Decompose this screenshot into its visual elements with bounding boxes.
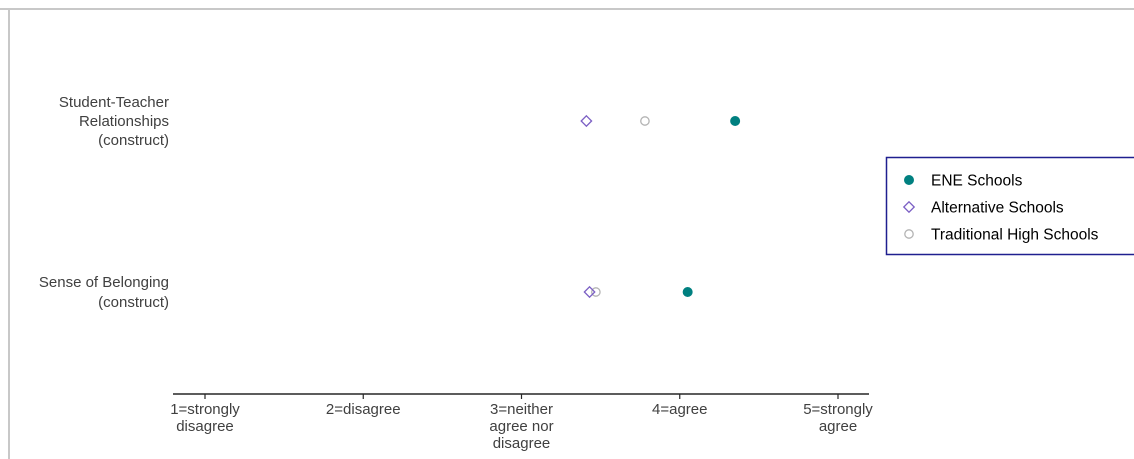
category-labels: Student-Teacher Relationships (construct) S… [39,94,169,311]
point-open-diamond [580,114,593,128]
point-open-diamond [583,285,596,299]
point-open-circle [591,287,601,297]
point-legend-open-circle [904,229,914,239]
category-label: Student-Teacher Relationships (construct) [59,94,169,149]
legend: ENE Schools Alternative Schools Traditiona… [885,156,1134,256]
x-tick-label: 4=agree [652,401,707,418]
legend-label: ENE Schools [931,173,1023,190]
legend-label: Traditional High Schools [931,227,1099,244]
point-legend-open-diamond [902,200,916,214]
point-open-circle [640,116,650,126]
data-points [580,114,741,299]
x-tick-label: 5=strongly agree [803,401,873,435]
legend-label: Alternative Schools [931,200,1064,217]
x-axis: 1=strongly disagree 2=disagree 3=neither agr… [170,393,873,452]
x-tick-label: 3=neither agree nor disagree [489,401,553,452]
point-legend-filled-circle [904,175,914,185]
point-filled-circle [730,116,741,126]
frame-border [0,8,1134,459]
point-filled-circle [682,287,693,297]
legend-box [885,156,1134,256]
category-label: Sense of Belonging (construct) [39,274,169,311]
x-tick-label: 2=disagree [326,401,401,418]
x-tick-label: 1=strongly disagree [170,401,240,435]
